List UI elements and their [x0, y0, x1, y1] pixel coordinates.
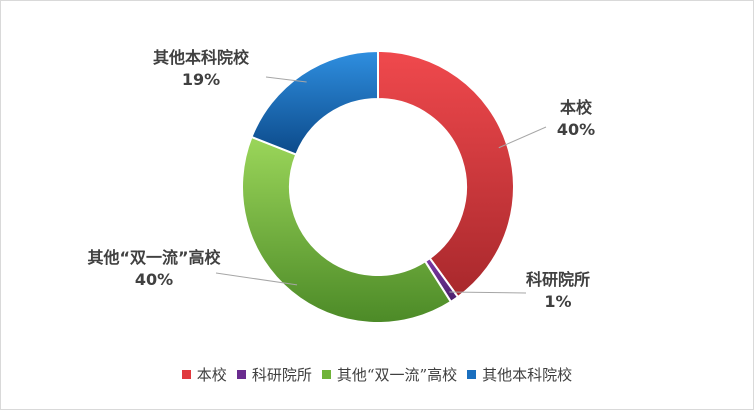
leader-line-other-undergrad — [265, 76, 307, 83]
donut-slice-other-undergrad — [250, 49, 379, 156]
legend-swatch-other-undergrad — [467, 370, 477, 379]
legend-swatch-benxiao — [181, 370, 191, 379]
leader-line-research-institute — [449, 291, 527, 294]
data-label-category-double-first-class: 其他“双一流”高校 — [87, 248, 221, 267]
legend-label-benxiao: 本校 — [196, 366, 227, 384]
chart-legend: 本校 科研院所 其他“双一流”高校 其他本科院校 — [1, 364, 753, 385]
legend-item-benxiao: 本校 — [181, 364, 227, 385]
legend-item-double-first-class: 其他“双一流”高校 — [321, 364, 458, 385]
data-label-value-research-institute: 1% — [544, 292, 571, 311]
donut-slice-benxiao — [377, 49, 515, 299]
legend-swatch-double-first-class — [321, 370, 331, 379]
legend-label-double-first-class: 其他“双一流”高校 — [336, 366, 458, 384]
legend-swatch-research-institute — [236, 370, 246, 379]
data-label-category-other-undergrad: 其他本科院校 — [153, 48, 250, 67]
leader-line-benxiao — [498, 126, 547, 149]
donut-slice-double-first-class — [241, 135, 453, 324]
donut-chart: 本校 40% 科研院所 1% 其他“双一流”高校 40% 其他本科院校 19% — [87, 48, 595, 324]
legend-item-other-undergrad: 其他本科院校 — [467, 364, 572, 385]
data-label-value-double-first-class: 40% — [135, 270, 173, 289]
legend-label-research-institute: 科研院所 — [251, 366, 312, 384]
data-label-category-research-institute: 科研院所 — [526, 270, 590, 289]
legend-label-other-undergrad: 其他本科院校 — [482, 366, 573, 384]
legend-item-research-institute: 科研院所 — [236, 364, 312, 385]
data-label-category-benxiao: 本校 — [560, 98, 593, 117]
data-label-value-other-undergrad: 19% — [182, 70, 220, 89]
leader-line-double-first-class — [215, 272, 298, 286]
data-label-value-benxiao: 40% — [557, 120, 595, 139]
